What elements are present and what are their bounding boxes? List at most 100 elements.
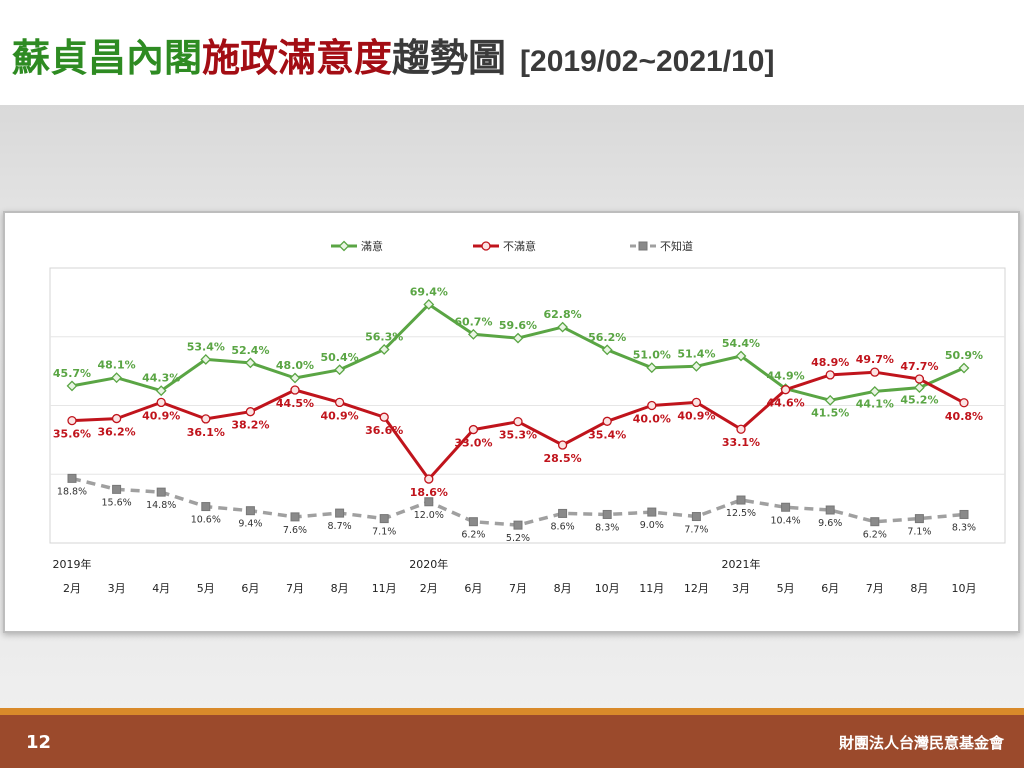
data-point bbox=[691, 397, 702, 408]
data-label: 10.6% bbox=[191, 515, 221, 526]
data-label: 47.7% bbox=[900, 360, 938, 373]
data-label: 41.5% bbox=[811, 406, 849, 419]
legend-label: 不滿意 bbox=[503, 239, 536, 253]
data-label: 8.3% bbox=[595, 522, 619, 533]
data-label: 33.0% bbox=[454, 437, 492, 450]
trend-chart: 滿意 不滿意 不知道 45.7% 48.1% 44.3% 53.4% 52.4% 48.0% 5… bbox=[49, 239, 1006, 595]
data-label: 40.0% bbox=[633, 413, 671, 426]
footer-accent-line bbox=[0, 708, 1024, 715]
data-label: 48.0% bbox=[276, 359, 314, 372]
data-point bbox=[780, 385, 791, 395]
grid-layer bbox=[49, 267, 1006, 544]
data-point bbox=[870, 367, 880, 377]
data-label: 14.8% bbox=[146, 500, 176, 511]
data-label: 8.7% bbox=[328, 521, 352, 532]
title-date-range: [2019/02~2021/10] bbox=[520, 45, 775, 78]
x-tick-label: 11月 bbox=[372, 582, 397, 595]
data-point bbox=[468, 424, 479, 435]
data-point bbox=[244, 357, 256, 369]
data-label: 7.1% bbox=[372, 527, 396, 538]
data-point bbox=[111, 413, 122, 424]
data-point bbox=[424, 497, 434, 507]
footer-bar: 12 財團法人台灣民意基金會 bbox=[0, 715, 1024, 768]
data-label: 7.6% bbox=[283, 525, 307, 536]
data-label: 45.2% bbox=[900, 394, 938, 407]
data-point bbox=[870, 517, 880, 527]
data-point bbox=[736, 495, 746, 505]
data-point bbox=[201, 414, 211, 424]
x-tick-label: 8月 bbox=[554, 582, 572, 595]
data-label: 12.0% bbox=[414, 510, 444, 521]
data-point bbox=[155, 385, 167, 397]
data-point bbox=[156, 397, 166, 408]
data-point bbox=[647, 507, 657, 517]
data-point bbox=[824, 394, 836, 406]
data-point bbox=[913, 382, 925, 394]
data-label: 7.1% bbox=[907, 527, 931, 538]
data-point bbox=[825, 505, 835, 515]
data-label: 18.6% bbox=[410, 486, 448, 499]
title-cabinet: 蘇貞昌內閣 bbox=[12, 36, 203, 80]
data-label: 35.4% bbox=[588, 428, 626, 441]
data-label-layer: 45.7% 48.1% 44.3% 53.4% 52.4% 48.0% 50.4% 56.3%… bbox=[53, 285, 983, 544]
data-point bbox=[378, 344, 390, 355]
data-label: 9.0% bbox=[640, 520, 664, 531]
data-label: 9.6% bbox=[818, 518, 842, 529]
data-label: 44.9% bbox=[767, 370, 805, 383]
data-label: 44.3% bbox=[142, 372, 180, 385]
legend: 滿意 不滿意 不知道 bbox=[331, 239, 693, 253]
data-point bbox=[959, 398, 969, 408]
data-point bbox=[735, 350, 747, 362]
data-point bbox=[379, 412, 389, 422]
data-point bbox=[467, 328, 479, 340]
data-point bbox=[245, 506, 255, 516]
data-point bbox=[690, 360, 702, 372]
data-point bbox=[245, 407, 256, 417]
x-tick-label: 6月 bbox=[241, 582, 259, 595]
data-label: 56.3% bbox=[365, 330, 403, 343]
legend-label: 不知道 bbox=[660, 239, 693, 253]
data-label: 5.2% bbox=[506, 533, 530, 544]
data-label: 12.5% bbox=[726, 508, 756, 519]
data-label: 60.7% bbox=[454, 315, 492, 328]
x-tick-label: 12月 bbox=[684, 582, 709, 595]
data-label: 52.4% bbox=[231, 344, 269, 357]
data-label: 35.6% bbox=[53, 428, 91, 441]
data-label: 38.2% bbox=[231, 419, 269, 432]
data-label: 33.1% bbox=[722, 436, 760, 449]
data-label: 50.9% bbox=[945, 349, 983, 362]
data-point bbox=[557, 321, 569, 333]
data-label: 40.9% bbox=[142, 409, 180, 422]
data-label: 48.1% bbox=[98, 359, 136, 372]
data-label: 59.6% bbox=[499, 319, 537, 332]
chart-frame: 滿意 不滿意 不知道 45.7% 48.1% 44.3% 53.4% 52.4% 48.0% 5… bbox=[3, 211, 1020, 633]
legend-label: 滿意 bbox=[361, 239, 383, 253]
data-point bbox=[290, 512, 300, 522]
data-point bbox=[825, 370, 835, 380]
data-label: 40.8% bbox=[945, 410, 983, 423]
title-trend: 趨勢圖 bbox=[392, 36, 507, 80]
data-point bbox=[513, 417, 523, 427]
data-point bbox=[66, 380, 78, 392]
x-tick-label: 3月 bbox=[108, 582, 126, 595]
data-label: 40.9% bbox=[321, 409, 359, 422]
data-point bbox=[423, 299, 435, 310]
data-label: 18.8% bbox=[57, 486, 87, 497]
data-point bbox=[691, 512, 701, 522]
data-point bbox=[646, 362, 658, 374]
data-point bbox=[914, 514, 924, 524]
x-tick-label: 11月 bbox=[639, 582, 664, 595]
data-label: 50.4% bbox=[321, 351, 359, 364]
data-label: 44.6% bbox=[767, 397, 805, 410]
data-point bbox=[512, 332, 524, 344]
data-label: 36.6% bbox=[365, 424, 403, 437]
data-point bbox=[335, 508, 345, 518]
title-satisfaction: 施政滿意度 bbox=[202, 36, 393, 80]
data-point bbox=[558, 508, 568, 518]
data-label: 40.9% bbox=[677, 409, 715, 422]
x-tick-label: 2月 bbox=[420, 582, 438, 595]
data-label: 6.2% bbox=[461, 530, 485, 541]
x-tick-label: 10月 bbox=[952, 582, 977, 595]
data-point bbox=[601, 344, 613, 356]
data-label: 7.7% bbox=[684, 525, 708, 536]
